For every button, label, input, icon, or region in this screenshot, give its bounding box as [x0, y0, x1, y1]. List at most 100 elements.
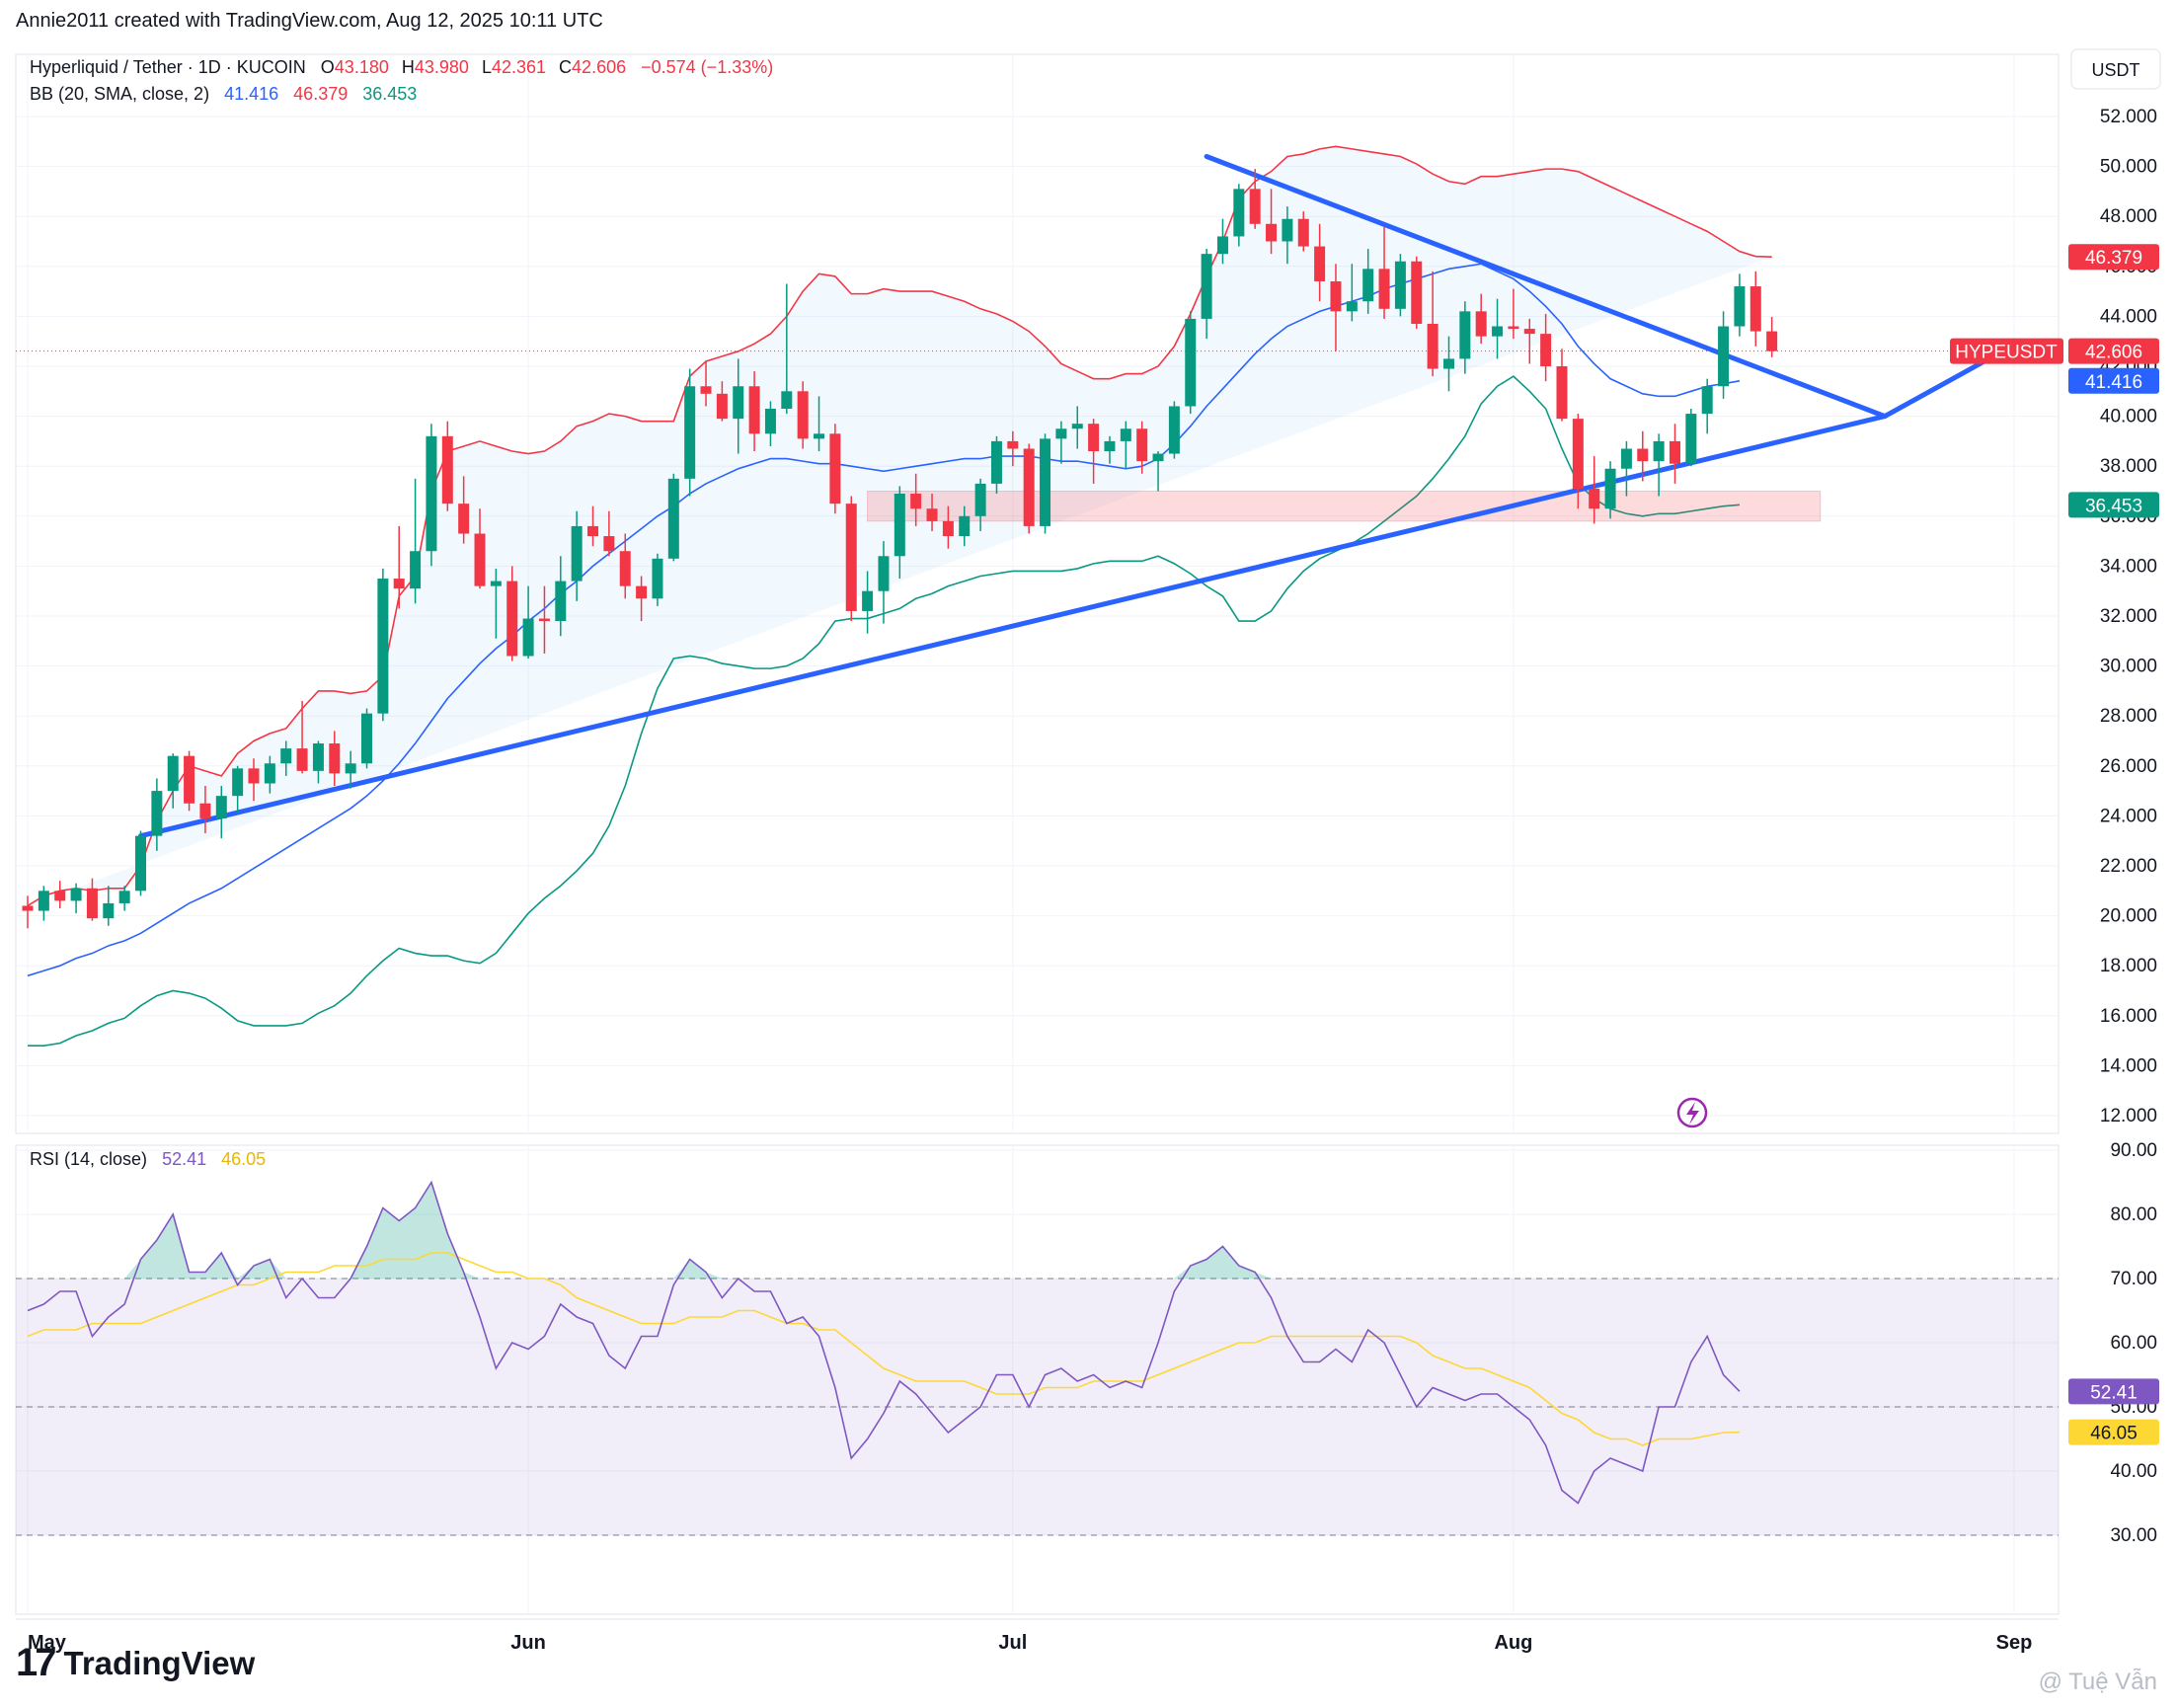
candle: [22, 895, 34, 929]
candle: [393, 525, 405, 609]
candle-body: [1685, 414, 1697, 464]
bollinger-upper: [27, 145, 1772, 907]
rsi-overbought-fill: [254, 1259, 271, 1279]
candle-body: [926, 508, 938, 521]
candle-body: [1459, 311, 1471, 359]
candle: [458, 476, 470, 544]
rsi-badge: 46.05: [2068, 1419, 2159, 1445]
candle: [248, 758, 260, 802]
candle-body: [716, 393, 728, 420]
candle-body: [636, 585, 648, 599]
candle-body: [345, 763, 356, 774]
candle-body: [1637, 448, 1649, 462]
currency-label: USDT: [2092, 60, 2140, 80]
candle: [733, 358, 744, 454]
candle-body: [410, 551, 422, 589]
candle: [329, 731, 341, 787]
price-tick-label: 26.000: [2100, 756, 2157, 777]
candle-body: [829, 433, 841, 505]
candle: [38, 886, 49, 921]
candle-body: [990, 440, 1002, 484]
grid-layer: [15, 53, 2060, 1615]
rsi-pane-frame: [15, 1144, 2060, 1615]
price-tick-label: 38.000: [2100, 456, 2157, 477]
time-label-aug: Aug: [1494, 1632, 1532, 1654]
candle-body: [1653, 440, 1665, 462]
candle: [862, 571, 874, 634]
rsi-tick-label: 40.00: [2110, 1461, 2157, 1482]
candle-body: [361, 713, 373, 764]
candle-body: [1442, 358, 1454, 369]
candle-body: [603, 536, 615, 552]
price-badge-bg: [2068, 244, 2159, 271]
candle: [603, 510, 615, 557]
candle-body: [619, 551, 631, 586]
rsi-overbought-fill: [1206, 1246, 1223, 1279]
price-badge-value: 46.379: [2085, 248, 2142, 269]
candle: [474, 508, 486, 589]
candle-body: [167, 755, 179, 792]
trendline: [1882, 350, 2001, 420]
rsi-badge-value: 46.05: [2090, 1424, 2138, 1444]
candle-body: [587, 525, 599, 537]
candle-body: [1411, 261, 1423, 324]
candle: [619, 533, 631, 599]
candle-body: [538, 618, 550, 622]
candle-body: [652, 558, 663, 599]
rsi-overbought-fill: [270, 1259, 286, 1279]
legend-bb-label: BB (20, SMA, close, 2): [30, 84, 209, 104]
candle: [410, 478, 422, 604]
candle: [1685, 409, 1697, 467]
price-badge: 42.606 HYPEUSDT: [1950, 338, 2159, 364]
legend-rsi-label: RSI (14, close): [30, 1149, 147, 1169]
candle-body: [1136, 428, 1148, 462]
candle: [555, 556, 567, 637]
price-badge-value: 42.606: [2085, 343, 2142, 363]
candle-body: [458, 504, 470, 534]
rsi-overbought-fill: [399, 1207, 416, 1279]
candle-body: [1604, 468, 1616, 509]
candle: [1023, 443, 1035, 534]
candle-body: [910, 494, 922, 509]
price-pane-frame: [15, 53, 2060, 1134]
candle-body: [797, 391, 809, 439]
candle-body: [684, 386, 696, 479]
candle: [1394, 254, 1406, 317]
candle: [1362, 249, 1374, 314]
candle: [926, 494, 938, 531]
legend-high-value: 43.980: [415, 57, 469, 77]
candle-body: [151, 791, 163, 836]
legend-open-label: O: [321, 57, 335, 77]
candle-body: [748, 386, 760, 434]
candle-body: [184, 755, 195, 804]
candle-body: [1572, 419, 1584, 489]
price-tick-label: 24.000: [2100, 806, 2157, 826]
candle-body: [280, 748, 292, 764]
rsi-overbought-fill: [1255, 1272, 1272, 1279]
currency-button[interactable]: USDT: [2070, 48, 2161, 90]
time-label-may: May: [28, 1632, 67, 1654]
legend-rsi-ma: 46.05: [221, 1149, 266, 1169]
candle-body: [1475, 311, 1487, 337]
price-tick-label: 44.000: [2100, 306, 2157, 327]
candle-body: [1297, 218, 1309, 247]
rsi-overbought-fill: [430, 1182, 448, 1279]
candle-body: [1620, 448, 1632, 469]
candle: [829, 424, 841, 514]
candle: [1749, 271, 1761, 347]
legend-close-label: C: [559, 57, 572, 77]
candle: [135, 830, 147, 896]
tradingview-logo[interactable]: 17 TradingView: [16, 1641, 255, 1685]
flash-icon[interactable]: [1676, 1097, 1708, 1128]
candle-body: [1266, 223, 1278, 242]
price-tick-label: 30.000: [2100, 657, 2157, 677]
price-tick-label: 14.000: [2100, 1055, 2157, 1076]
candle: [167, 753, 179, 809]
candle: [1620, 440, 1632, 497]
candle-body: [1378, 269, 1390, 309]
rsi-overbought-fill: [689, 1259, 707, 1279]
rsi-badge-value: 52.41: [2090, 1382, 2138, 1403]
candle: [1589, 456, 1600, 524]
rsi-overbought-fill: [706, 1272, 723, 1279]
